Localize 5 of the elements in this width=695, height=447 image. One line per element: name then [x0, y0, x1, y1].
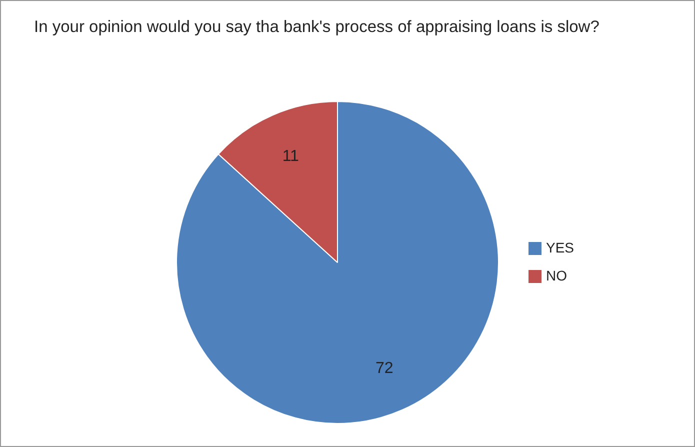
legend-label: NO: [546, 267, 568, 284]
chart-title: In your opinion would you say tha bank's process of appraising loans is slow?: [34, 17, 600, 38]
data-label: 11: [282, 148, 300, 165]
data-label: 72: [375, 360, 394, 377]
legend-label: YES: [546, 239, 574, 256]
